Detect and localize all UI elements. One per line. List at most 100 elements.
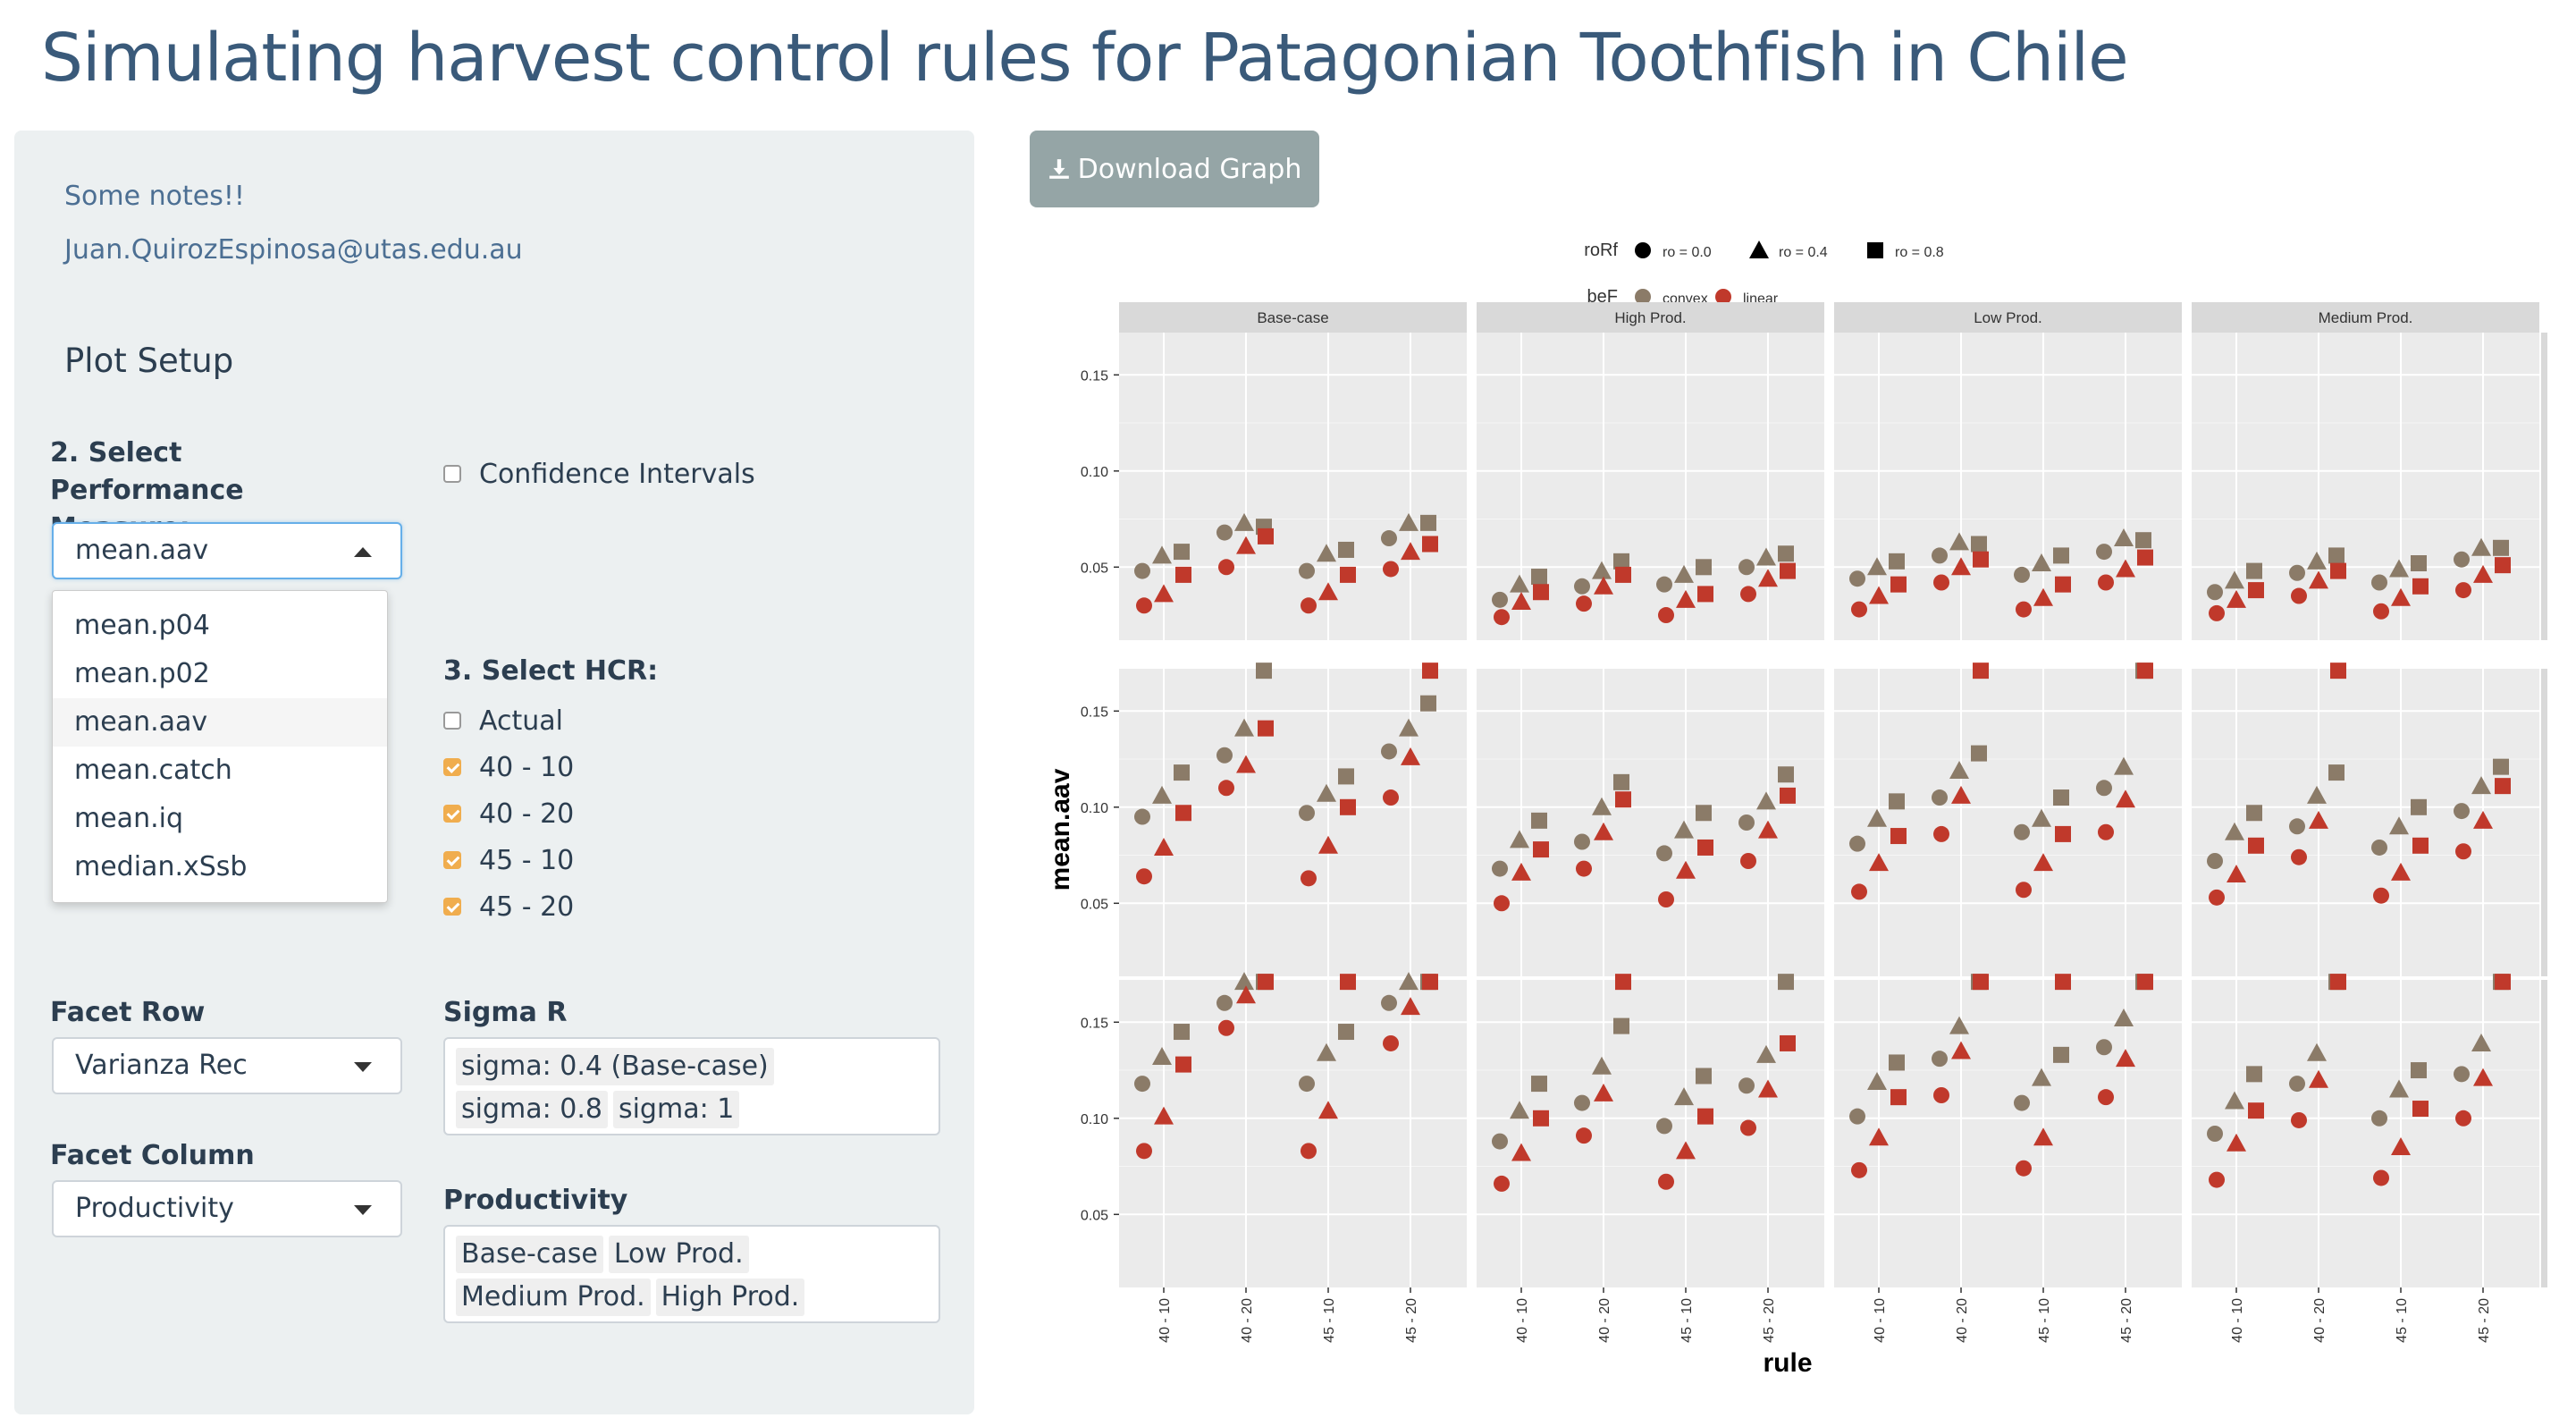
dropdown-option[interactable]: mean.iq [74, 803, 183, 834]
y-tick-label: 0.10 [1081, 801, 1108, 816]
data-point-linear-square [2330, 663, 2346, 679]
data-point-linear-triangle [1154, 837, 1174, 856]
data-point-convex-triangle [1674, 1087, 1694, 1106]
data-point-convex-square [2246, 805, 2262, 822]
sigma-r-chip[interactable]: sigma: 1 [612, 1091, 740, 1128]
data-point-linear-square [2137, 549, 2153, 566]
data-point-convex-circle [2207, 584, 2223, 601]
sigma-r-chip[interactable]: sigma: 0.8 [456, 1091, 608, 1128]
data-point-linear-square [1973, 663, 1989, 679]
data-point-linear-triangle [1318, 835, 1338, 854]
data-point-linear-square [1697, 839, 1713, 856]
data-point-linear-triangle [2391, 1137, 2411, 1156]
data-point-convex-square [1174, 764, 1190, 781]
email-link[interactable]: Juan.QuirozEspinosa@utas.edu.au [64, 234, 523, 266]
data-point-linear-square [2055, 974, 2071, 991]
download-graph-button[interactable]: Download Graph [1030, 131, 1319, 207]
data-point-linear-triangle [1951, 1041, 1971, 1059]
facet-row-select[interactable]: Varianza Rec [52, 1037, 402, 1094]
data-point-convex-triangle [1592, 1056, 1612, 1075]
data-point-linear-triangle [1401, 542, 1420, 561]
facet-column-strip [2192, 302, 2539, 333]
data-point-convex-square [1420, 514, 1436, 531]
data-point-convex-circle [1381, 743, 1397, 760]
dropdown-option-selected[interactable]: mean.aav [53, 698, 387, 747]
data-point-convex-circle [2096, 780, 2112, 797]
hcr-checkbox[interactable]: Actual [443, 703, 563, 739]
data-point-convex-circle [1738, 1077, 1755, 1094]
productivity-chip[interactable]: Base-case [456, 1236, 603, 1273]
productivity-multiselect[interactable]: Base-case Low Prod. Medium Prod. High Pr… [443, 1225, 940, 1323]
data-point-linear-circle [2016, 601, 2032, 618]
y-tick-label: 0.05 [1081, 897, 1108, 912]
sigma-r-multiselect[interactable]: sigma: 0.4 (Base-case) sigma: 0.8 sigma:… [443, 1037, 940, 1135]
data-point-convex-circle [2371, 1110, 2387, 1127]
hcr-option-label: 45 - 10 [479, 844, 575, 876]
data-point-convex-triangle [2471, 1033, 2491, 1051]
dropdown-option[interactable]: mean.catch [74, 755, 232, 786]
facet-column-select[interactable]: Productivity [52, 1180, 402, 1237]
data-point-convex-circle [1574, 1094, 1590, 1111]
data-point-convex-triangle [2114, 1009, 2134, 1026]
performance-measure-select[interactable]: mean.aav [52, 522, 402, 579]
sigma-r-chip[interactable]: sigma: 0.4 (Base-case) [456, 1048, 774, 1085]
data-point-convex-circle [1381, 994, 1397, 1011]
x-tick-label: 40 - 20 [1597, 1298, 1612, 1343]
notes-link[interactable]: Some notes!! [64, 181, 245, 212]
productivity-chip[interactable]: High Prod. [655, 1279, 805, 1316]
data-point-convex-square [2411, 555, 2427, 571]
data-point-convex-circle [1299, 805, 1315, 822]
dropdown-option[interactable]: mean.p04 [74, 610, 210, 641]
data-point-convex-square [2246, 562, 2262, 579]
data-point-convex-square [2411, 1062, 2427, 1079]
data-point-linear-circle [1933, 825, 1949, 842]
facet-row-label: Facet Row [50, 997, 206, 1028]
data-point-linear-triangle [1676, 589, 1696, 608]
data-point-convex-triangle [1152, 785, 1172, 804]
x-tick-label: 45 - 20 [1762, 1298, 1777, 1343]
panel-background [1834, 333, 2182, 640]
data-point-linear-circle [2098, 823, 2114, 840]
data-point-linear-triangle [2309, 1069, 2328, 1088]
hcr-checkbox[interactable]: 40 - 10 [443, 749, 574, 785]
plot-setup-title: Plot Setup [64, 342, 234, 380]
data-point-linear-circle [2209, 889, 2225, 906]
data-point-linear-square [1422, 536, 1438, 553]
data-point-linear-circle [2291, 1111, 2307, 1128]
x-tick-label: 45 - 10 [2037, 1298, 2052, 1343]
productivity-chip[interactable]: Medium Prod. [456, 1279, 651, 1316]
data-point-convex-triangle [1152, 1047, 1172, 1065]
hcr-option-label: Actual [479, 705, 563, 737]
data-point-linear-triangle [2309, 810, 2328, 829]
dropdown-option[interactable]: mean.p02 [74, 658, 210, 689]
data-point-convex-triangle [1949, 760, 1969, 779]
data-point-linear-triangle [2033, 1127, 2053, 1146]
hcr-option-label: 45 - 20 [479, 890, 575, 923]
dropdown-option[interactable]: median.xSsb [74, 851, 248, 882]
data-point-convex-circle [1738, 815, 1755, 831]
legend-color-key [1715, 289, 1731, 305]
data-point-linear-circle [2455, 843, 2471, 860]
x-tick-label: 45 - 10 [1679, 1298, 1695, 1343]
data-point-linear-square [1422, 663, 1438, 679]
data-point-linear-square [1890, 828, 1907, 845]
data-point-convex-circle [2207, 853, 2223, 869]
data-point-convex-triangle [1510, 1101, 1529, 1119]
productivity-chip[interactable]: Low Prod. [608, 1236, 749, 1273]
data-point-convex-square [1889, 793, 1905, 810]
y-tick-label: 0.15 [1081, 705, 1108, 720]
hcr-checkbox[interactable]: 45 - 10 [443, 842, 574, 878]
data-point-linear-square [1258, 528, 1274, 544]
caret-up-icon [354, 547, 372, 557]
hcr-checkbox[interactable]: 45 - 20 [443, 889, 574, 924]
data-point-convex-circle [2371, 839, 2387, 856]
hcr-checkbox[interactable]: 40 - 20 [443, 796, 574, 831]
data-point-convex-triangle [1867, 808, 1887, 827]
x-tick-label: 45 - 10 [2395, 1298, 2410, 1343]
confidence-intervals-checkbox[interactable]: Confidence Intervals [443, 456, 755, 492]
data-point-convex-circle [2454, 803, 2470, 820]
data-point-linear-square [2137, 663, 2153, 679]
data-point-linear-circle [2373, 603, 2389, 620]
data-point-linear-circle [1851, 1161, 1867, 1178]
data-point-linear-circle [2373, 887, 2389, 904]
